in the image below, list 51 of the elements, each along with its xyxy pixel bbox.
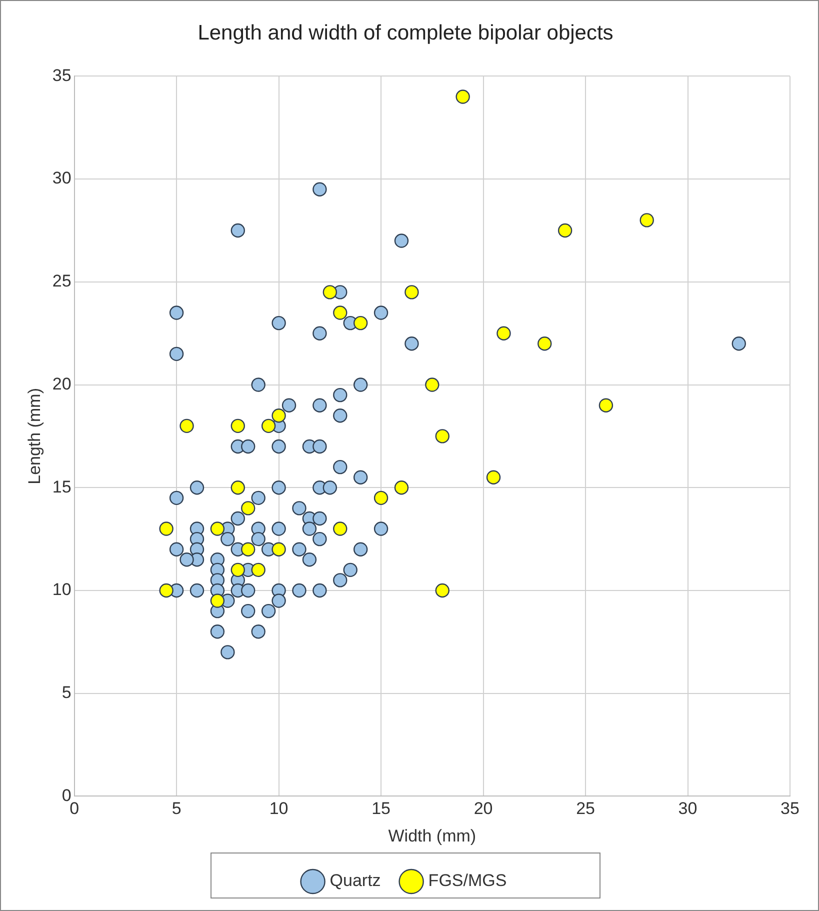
point [241,542,256,556]
point [353,316,368,330]
point [159,522,174,536]
point [230,562,245,578]
point [538,336,552,351]
point [435,583,450,598]
legend-label: Quartz [330,871,381,890]
point [435,429,450,444]
point [241,501,256,516]
point [210,594,225,608]
y-tick-label: 30 [52,168,72,188]
y-tick-label: 20 [52,374,72,394]
point [261,418,276,434]
point [159,583,174,598]
x-tick-label: 30 [678,799,698,818]
x-tick-label: 15 [372,799,390,818]
point [394,480,409,495]
x-tick-label: 20 [474,799,493,818]
y-tick-label: 25 [52,272,72,291]
point [425,378,440,392]
x-tick-label: 10 [269,799,288,818]
point [456,90,470,104]
y-tick-label: 5 [62,683,72,702]
point [230,480,245,495]
point [230,418,245,434]
legend-label: FGS/MGS [428,871,507,890]
point [598,398,614,412]
point [404,285,419,300]
point [333,522,348,536]
point [251,562,266,578]
y-axis-title: Length (mm) [24,388,44,484]
y-tick-label: 10 [52,580,72,600]
x-tick-label: 35 [780,799,800,818]
point [210,522,225,536]
point [272,408,286,423]
x-tick-label: 5 [172,799,182,818]
point [333,306,348,320]
point [180,418,194,434]
y-tick-label: 15 [52,477,72,496]
y-tick-label: 0 [62,786,72,805]
point [558,223,572,238]
x-axis-title: Width (mm) [388,826,476,846]
point [322,285,338,300]
point [374,490,388,506]
point [496,326,511,340]
point [640,213,654,228]
y-tick-label: 35 [52,66,72,85]
point [272,542,286,556]
chart-title: Length and width of complete bipolar objects [198,21,614,44]
x-tick-label: 25 [576,799,595,818]
point [486,470,501,484]
